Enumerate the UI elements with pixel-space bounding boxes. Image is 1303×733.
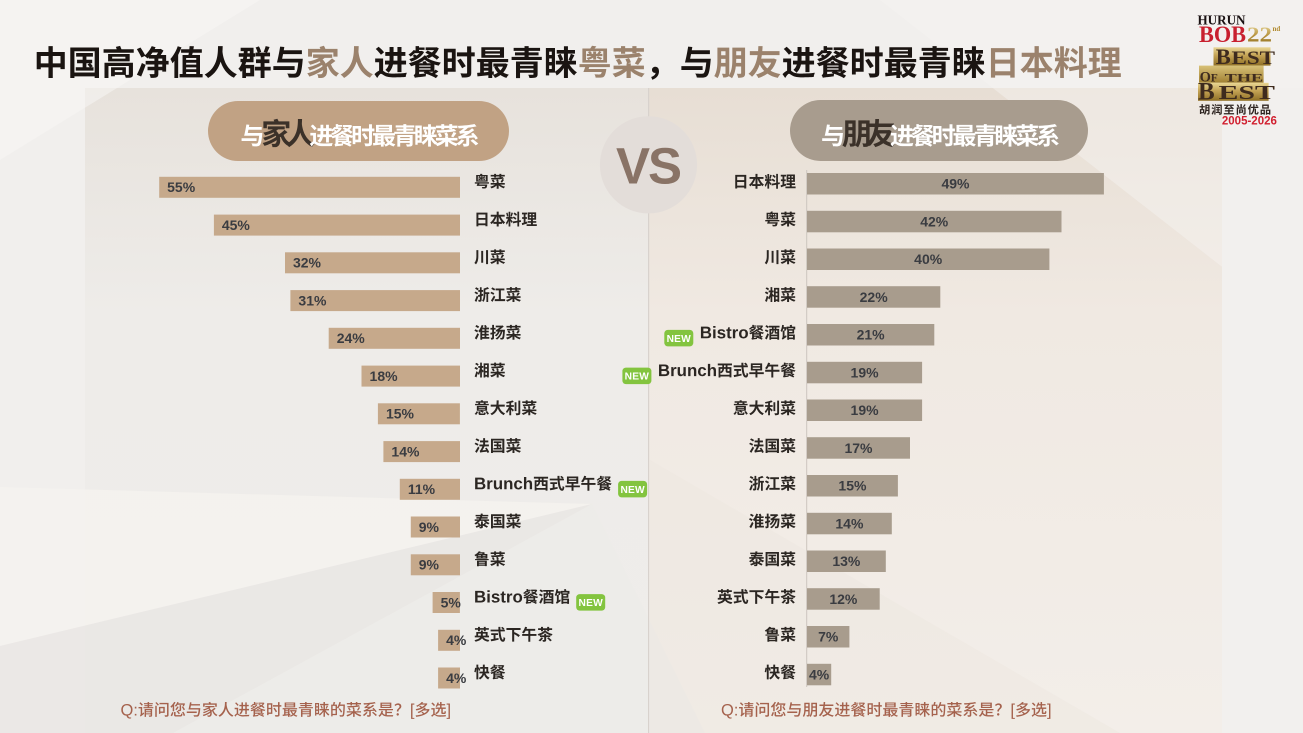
svg-text:18%: 18%	[370, 368, 399, 384]
svg-text:NEW: NEW	[625, 372, 650, 383]
svg-text:4%: 4%	[446, 670, 467, 686]
svg-text:55%: 55%	[167, 179, 196, 195]
svg-text:15%: 15%	[386, 406, 415, 422]
svg-text:12%: 12%	[829, 591, 858, 607]
svg-text:24%: 24%	[337, 330, 366, 346]
svg-text:9%: 9%	[419, 519, 440, 535]
svg-text:21%: 21%	[857, 327, 886, 343]
svg-text:EST: EST	[1219, 82, 1276, 104]
svg-text:9%: 9%	[419, 557, 440, 573]
svg-text:31%: 31%	[298, 292, 327, 308]
svg-text:14%: 14%	[835, 515, 864, 531]
svg-text:32%: 32%	[293, 255, 322, 271]
svg-text:45%: 45%	[222, 217, 251, 233]
svg-text:nd: nd	[1273, 25, 1281, 33]
svg-text:14%: 14%	[391, 443, 420, 459]
svg-text:15%: 15%	[838, 478, 867, 494]
svg-text:5%: 5%	[441, 594, 462, 610]
svg-text:17%: 17%	[844, 440, 873, 456]
svg-text:4%: 4%	[809, 666, 830, 682]
svg-text:4%: 4%	[446, 632, 467, 648]
svg-text:11%: 11%	[408, 481, 436, 497]
svg-text:B: B	[1198, 78, 1215, 105]
svg-text:EST: EST	[1232, 49, 1276, 69]
svg-text:VS: VS	[616, 138, 681, 195]
svg-text:42%: 42%	[920, 213, 949, 229]
svg-text:F: F	[1211, 73, 1218, 85]
svg-text:19%: 19%	[851, 402, 880, 418]
svg-text:40%: 40%	[914, 251, 943, 267]
svg-text:BOB: BOB	[1199, 22, 1246, 47]
svg-text:19%: 19%	[851, 364, 880, 380]
svg-text:B: B	[1216, 44, 1231, 69]
svg-text:13%: 13%	[832, 553, 861, 569]
svg-text:22%: 22%	[860, 289, 889, 305]
svg-text:NEW: NEW	[667, 334, 692, 345]
svg-text:NEW: NEW	[579, 598, 604, 609]
svg-text:49%: 49%	[941, 176, 970, 192]
svg-text:22: 22	[1247, 23, 1272, 47]
svg-text:O: O	[1200, 70, 1211, 86]
svg-text:NEW: NEW	[620, 485, 645, 496]
svg-text:THE: THE	[1225, 71, 1264, 85]
svg-text:HURUN: HURUN	[1198, 13, 1246, 28]
svg-text:7%: 7%	[818, 629, 839, 645]
svg-text:2005-2026: 2005-2026	[1222, 116, 1277, 128]
